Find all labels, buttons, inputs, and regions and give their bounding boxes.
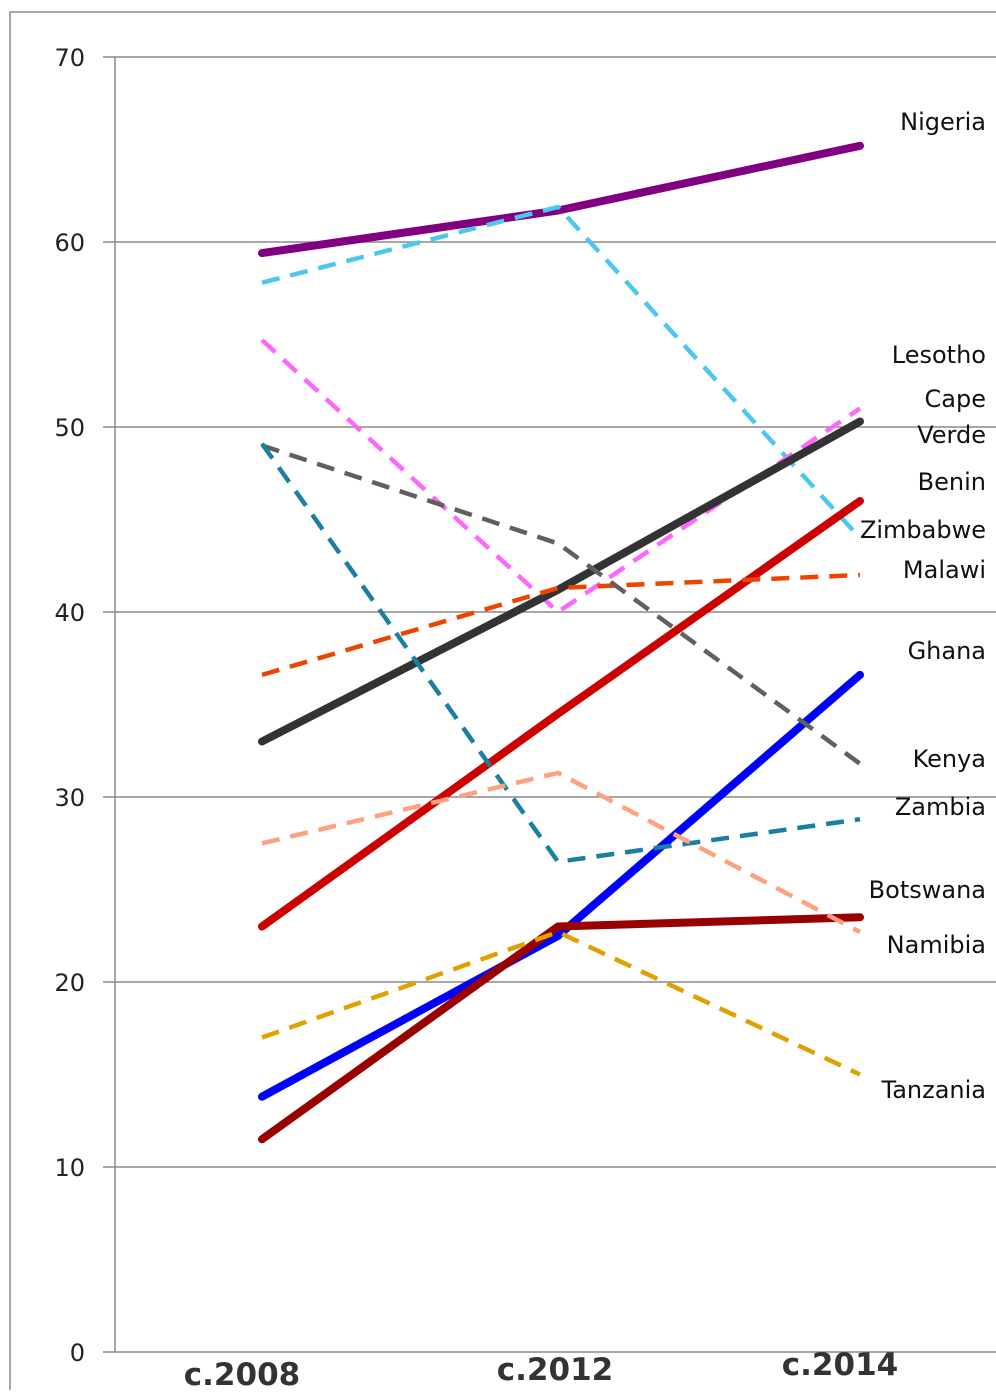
series-label-ghana: Ghana [908,637,986,665]
series-line-ghana [258,670,864,1101]
series-label-nigeria: Nigeria [900,108,986,136]
category-label: c.2012 [497,1352,613,1388]
series-line-nigeria [258,141,864,258]
category-label: c.2008 [184,1357,300,1390]
y-tick-label: 40 [54,599,85,627]
series-label-botswana: Botswana [869,876,986,904]
series-label-cape-verde: Cape [925,385,986,413]
series-line-kenya [261,443,862,766]
series-label-zimbabwe: Zimbabwe [860,516,986,544]
series-lines [258,141,864,1144]
series-line-malawi [261,572,861,678]
series-label-zambia: Zambia [895,793,986,821]
series-line-zimbabwe [261,204,862,540]
series-label-malawi: Malawi [903,556,986,584]
series-labels: Nigeria Zimbabwe Lesotho Cape Verde Benin Mala… [860,108,986,1104]
chart-frame [9,11,996,1395]
series-line-cape-verde [258,417,864,746]
series-label-tanzania: Tanzania [881,1076,987,1104]
y-tick-label: 30 [54,784,85,812]
y-tick-label: 50 [54,414,85,442]
category-label: c.2014 [782,1347,898,1383]
y-tick-label: 10 [54,1154,85,1182]
series-line-botswana [258,913,864,1144]
series-label-lesotho: Lesotho [892,341,986,369]
series-label-cape-verde: Verde [917,421,986,449]
series-line-benin [258,497,864,931]
y-tick-label: 60 [54,229,85,257]
gridlines [103,56,996,1353]
series-line-tanzania [261,929,861,1077]
series-label-kenya: Kenya [913,745,986,773]
y-axis-ticks: 0 10 20 30 40 50 60 70 [54,44,85,1367]
category-labels: c.2008 c.2012 c.2014 [184,1347,898,1393]
series-label-benin: Benin [918,468,986,496]
series-line-zambia [260,442,861,865]
y-tick-label: 20 [54,969,85,997]
series-label-namibia: Namibia [887,931,986,959]
y-tick-label: 0 [70,1339,85,1367]
y-tick-label: 70 [54,44,85,72]
series-line-namibia [261,770,862,934]
